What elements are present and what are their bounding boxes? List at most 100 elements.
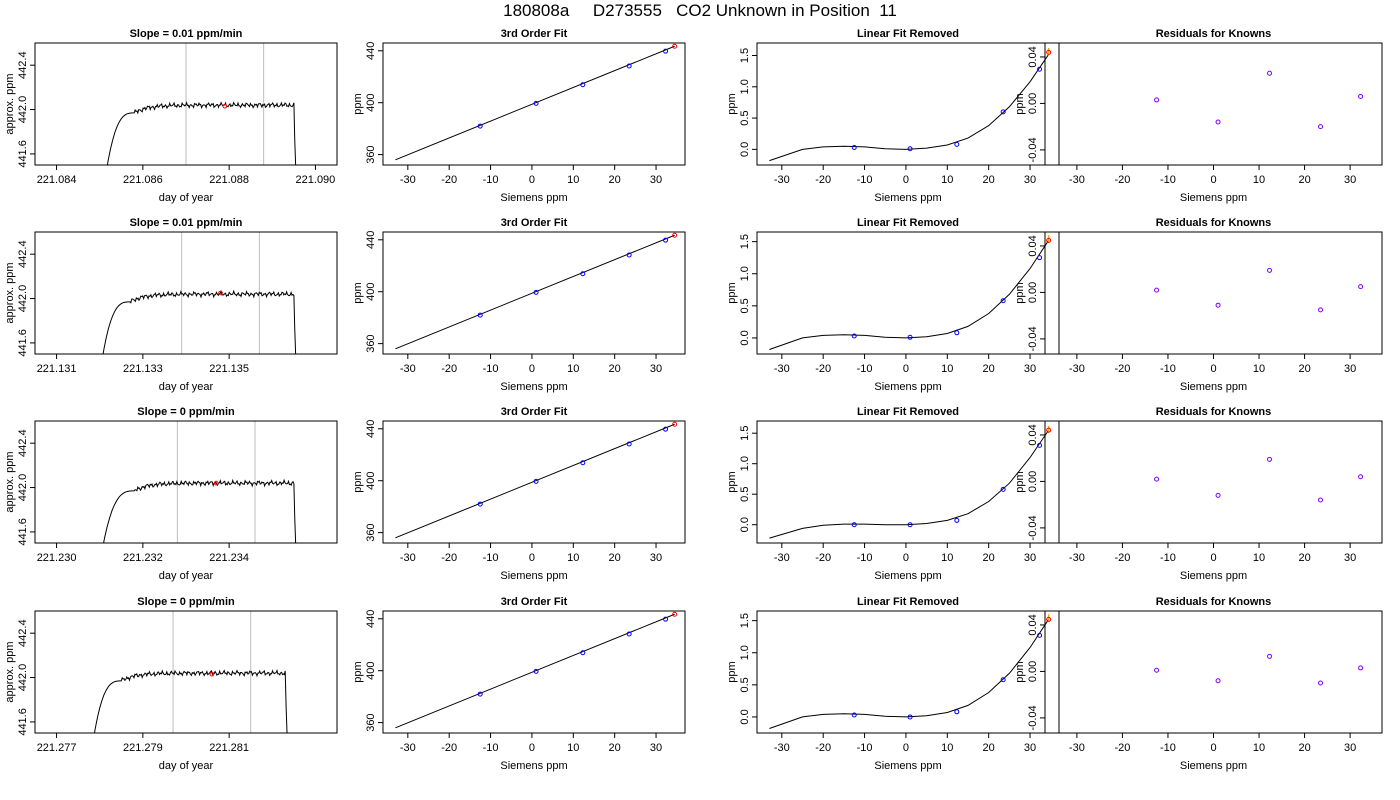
fit-curve <box>769 619 1050 729</box>
y-axis-label: approx. ppm <box>4 262 16 323</box>
x-tick-label: 0 <box>903 174 909 186</box>
x-tick-label: 20 <box>1298 552 1310 564</box>
x-tick-label: 0 <box>529 742 535 754</box>
chart-title: Linear Fit Removed <box>857 406 959 418</box>
x-tick-label: -10 <box>1160 174 1176 186</box>
x-tick-label: 10 <box>567 363 579 375</box>
unknown-point <box>672 43 678 49</box>
y-tick-label: 442.0 <box>17 285 29 313</box>
y-tick-label: 400 <box>365 94 377 112</box>
x-axis-label: Siemens ppm <box>500 760 567 772</box>
plot-area <box>1154 70 1364 130</box>
unknown-point <box>1046 49 1052 55</box>
x-tick-label: 221.086 <box>123 174 163 186</box>
plot-area <box>1154 653 1364 686</box>
y-axis-label: approx. ppm <box>4 73 16 134</box>
x-tick-label: 0 <box>1210 742 1216 754</box>
x-tick-label: 221.133 <box>123 363 163 375</box>
known-point <box>580 460 586 466</box>
known-point <box>533 100 539 106</box>
y-tick-label: 360 <box>365 334 377 352</box>
y-tick-label: 400 <box>365 283 377 301</box>
x-tick-label: 10 <box>1253 552 1265 564</box>
chart-panel: Slope = 0 ppm/min 221.230 221.232 221.234 44… <box>4 406 338 582</box>
known-point <box>1267 653 1273 659</box>
y-tick-label: -0.04 <box>1027 705 1039 730</box>
x-tick-label: -30 <box>1069 552 1085 564</box>
chart-title: Residuals for Knowns <box>1156 217 1272 229</box>
unknown-point <box>672 611 678 617</box>
y-tick-label: 0.00 <box>1027 93 1039 114</box>
y-tick-label: 1.5 <box>739 426 751 441</box>
x-tick-label: 30 <box>650 742 662 754</box>
plot-frame <box>382 420 686 544</box>
y-axis-label: ppm <box>352 661 364 682</box>
y-tick-label: 441.6 <box>17 140 29 168</box>
x-tick-label: -10 <box>1160 742 1176 754</box>
y-tick-label: 1.0 <box>739 645 751 660</box>
known-point <box>1037 632 1043 638</box>
x-tick-label: -10 <box>483 552 499 564</box>
y-tick-label: 441.6 <box>17 329 29 357</box>
x-tick-label: 10 <box>1253 363 1265 375</box>
x-tick-label: 10 <box>941 742 953 754</box>
known-point <box>477 123 483 129</box>
y-axis-label: ppm <box>352 93 364 114</box>
known-point <box>954 330 960 336</box>
chart-title: Residuals for Knowns <box>1156 406 1272 418</box>
x-axis-label: day of year <box>159 192 214 204</box>
y-tick-label: 442.4 <box>17 619 29 647</box>
chart-title: 3rd Order Fit <box>501 596 568 608</box>
y-tick-label: 441.6 <box>17 518 29 546</box>
x-tick-label: 10 <box>567 174 579 186</box>
chart-title: Residuals for Knowns <box>1156 596 1272 608</box>
x-tick-label: 10 <box>1253 174 1265 186</box>
y-tick-label: 0.04 <box>1027 46 1039 67</box>
x-tick-label: -20 <box>1114 552 1130 564</box>
x-tick-label: 30 <box>1344 552 1356 564</box>
chart-title: 3rd Order Fit <box>501 406 568 418</box>
plot-area <box>395 232 678 350</box>
plot-area <box>769 614 1052 729</box>
x-tick-label: -10 <box>1160 363 1176 375</box>
x-tick-label: -20 <box>815 363 831 375</box>
known-point <box>1358 665 1364 671</box>
known-point <box>1267 267 1273 273</box>
x-tick-label: 30 <box>650 363 662 375</box>
plot-area <box>395 43 678 161</box>
y-tick-label: 440 <box>365 231 377 249</box>
y-axis-label: ppm <box>726 661 738 682</box>
x-tick-label: 221.281 <box>209 742 249 754</box>
x-tick-label: -30 <box>774 742 790 754</box>
concentration-trace <box>103 478 297 543</box>
y-tick-label: 360 <box>365 523 377 541</box>
plot-frame <box>34 42 338 166</box>
concentration-trace <box>93 668 288 733</box>
known-point <box>1215 678 1221 684</box>
plot-area <box>769 235 1052 350</box>
known-point <box>851 333 857 339</box>
x-axis-label: Siemens ppm <box>1180 381 1247 393</box>
chart-title: Linear Fit Removed <box>857 596 959 608</box>
x-tick-label: 221.277 <box>37 742 77 754</box>
y-tick-label: 440 <box>365 420 377 438</box>
x-tick-label: 30 <box>1024 174 1036 186</box>
known-point <box>1215 302 1221 308</box>
x-tick-label: 10 <box>941 363 953 375</box>
x-tick-label: 10 <box>941 552 953 564</box>
chart-panel: Slope = 0.01 ppm/min 221.131 221.133 221.13… <box>4 217 338 393</box>
x-tick-label: -20 <box>441 363 457 375</box>
y-axis-label: ppm <box>1014 282 1026 303</box>
x-axis-label: Siemens ppm <box>874 570 941 582</box>
known-point <box>580 82 586 88</box>
x-tick-label: 0 <box>903 552 909 564</box>
y-tick-label: 0.00 <box>1027 661 1039 682</box>
x-tick-label: 10 <box>941 174 953 186</box>
x-tick-label: 20 <box>609 742 621 754</box>
x-tick-label: 221.232 <box>123 552 163 564</box>
unknown-point <box>1046 237 1052 243</box>
plot-frame <box>1044 420 1383 544</box>
chart-panel: Residuals for Knowns -30 -20 -10 0 10 20 30 -0.0… <box>1014 406 1383 582</box>
x-tick-label: -30 <box>400 363 416 375</box>
known-point <box>1318 680 1324 686</box>
